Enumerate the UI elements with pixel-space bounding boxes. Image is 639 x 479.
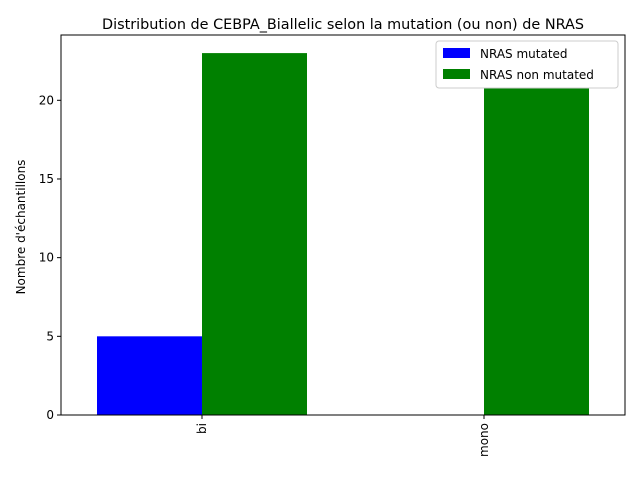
y-axis-label: Nombre d'échantillons bbox=[14, 160, 28, 295]
legend-label-0: NRAS mutated bbox=[480, 47, 568, 61]
chart-title: Distribution de CEBPA_Biallelic selon la… bbox=[102, 17, 584, 33]
plot-area-frame bbox=[60, 34, 626, 416]
y-tick-label: 15 bbox=[39, 172, 54, 186]
bars-group bbox=[97, 53, 589, 415]
bar-mono-series-1 bbox=[484, 84, 589, 415]
legend: NRAS mutated NRAS non mutated bbox=[435, 40, 619, 89]
x-tick-label: bi bbox=[195, 423, 209, 434]
legend-label-1: NRAS non mutated bbox=[480, 68, 594, 82]
bar-bi-series-1 bbox=[202, 53, 307, 415]
y-tick-label: 5 bbox=[46, 329, 54, 343]
y-tick-label: 0 bbox=[46, 408, 54, 422]
legend-box bbox=[435, 40, 619, 89]
legend-swatch-0 bbox=[443, 48, 470, 58]
bar-bi-series-0 bbox=[97, 336, 202, 415]
y-axis-ticks: 0 5 10 15 20 bbox=[39, 93, 61, 422]
x-axis-ticks: bi mono bbox=[195, 415, 491, 457]
x-tick-label: mono bbox=[477, 423, 491, 457]
y-tick-label: 10 bbox=[39, 251, 54, 265]
y-tick-label: 20 bbox=[39, 93, 54, 107]
legend-swatch-1 bbox=[443, 69, 470, 79]
